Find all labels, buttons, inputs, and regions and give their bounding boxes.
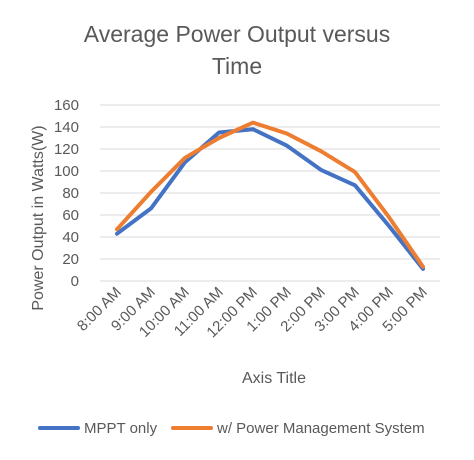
- y-tick-label-60: 60: [62, 207, 79, 224]
- legend-label-0: MPPT only: [84, 420, 158, 437]
- y-tick-label-80: 80: [62, 185, 79, 202]
- x-axis-label: Axis Title: [242, 370, 306, 387]
- gridlines: [100, 104, 440, 282]
- series-lines: [115, 120, 425, 271]
- y-axis-ticks: 0 20 40 60 80 100 120 140 160: [54, 97, 79, 290]
- y-tick-label-0: 0: [71, 273, 79, 290]
- chart-title-line-2: Time: [212, 53, 262, 79]
- series-line-0: [115, 127, 425, 271]
- y-tick-label-100: 100: [54, 163, 79, 180]
- y-tick-label-140: 140: [54, 119, 79, 136]
- y-tick-label-20: 20: [62, 251, 79, 268]
- y-tick-label-40: 40: [62, 229, 79, 246]
- y-tick-label-160: 160: [54, 97, 79, 114]
- y-tick-label-120: 120: [54, 141, 79, 158]
- chart-title-line-1: Average Power Output versus: [84, 21, 390, 47]
- series-line-1: [115, 120, 425, 269]
- legend-label-1: w/ Power Management System: [216, 420, 425, 437]
- legend: MPPT only w/ Power Management System: [38, 420, 425, 437]
- y-axis-label: Power Output in Watts(W): [30, 125, 47, 310]
